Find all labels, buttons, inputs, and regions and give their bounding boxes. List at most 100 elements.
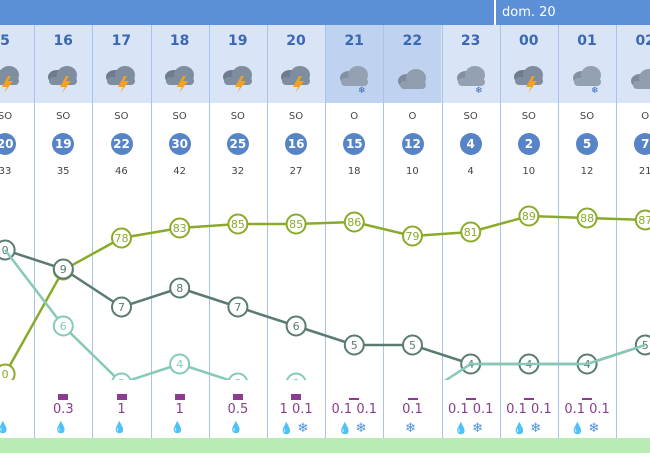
data-point[interactable] — [0, 363, 16, 381]
temperature-chart: 0627883858586798189888709787655444563433… — [0, 205, 650, 381]
rain-drops-icon: 💧 — [337, 422, 352, 435]
data-point[interactable] — [169, 353, 191, 375]
day-label: dom. 20 — [502, 5, 556, 20]
hour-column[interactable]: 19 — [209, 25, 267, 103]
rain-drops-icon: 💧 — [112, 421, 127, 434]
data-point[interactable] — [285, 213, 307, 235]
rain-drops-icon: 💧 — [279, 422, 294, 435]
data-point[interactable] — [52, 258, 74, 280]
data-point[interactable] — [343, 211, 365, 233]
data-point[interactable] — [460, 221, 482, 243]
data-point[interactable] — [227, 372, 248, 381]
data-point[interactable] — [285, 315, 307, 337]
hour-column[interactable]: 17 — [92, 25, 150, 103]
precipitation-amount: 0.1 0.1 — [447, 402, 494, 417]
hour-column[interactable]: 16 — [34, 25, 92, 103]
column-divider — [441, 25, 443, 438]
data-point[interactable] — [634, 209, 650, 231]
hour-column[interactable]: 21 ❄ — [325, 25, 384, 103]
wind-speed-badge: 25 — [226, 133, 249, 155]
hour-label: 5 — [0, 33, 10, 49]
wind-gust: 21 — [638, 166, 650, 177]
snow-cloud-icon: ❄ — [453, 63, 489, 96]
hour-column[interactable]: 01 ❄ — [558, 25, 616, 103]
data-label: 7 — [234, 301, 241, 314]
svg-text:❄: ❄ — [591, 86, 599, 93]
precipitation-bar — [291, 394, 302, 400]
data-point[interactable] — [402, 225, 423, 247]
data-label: 79 — [406, 230, 420, 243]
data-point[interactable] — [343, 334, 365, 356]
wind-direction: SO — [114, 111, 129, 122]
hour-column[interactable]: 00 — [500, 25, 558, 103]
hour-label: 18 — [169, 33, 190, 49]
wind-speed-badge: 16 — [285, 133, 308, 155]
wind-gust: 4 — [467, 166, 474, 177]
data-point[interactable] — [402, 334, 423, 356]
column-divider — [92, 25, 94, 438]
storm-cloud-icon — [278, 63, 314, 93]
column-divider — [558, 25, 559, 438]
data-point[interactable] — [111, 227, 132, 249]
data-label: 5 — [351, 339, 358, 352]
hour-label: 21 — [344, 33, 364, 49]
hours-row: 5 16 17 18 19 20 21 ❄ 22 23 ❄ 00 01 ❄ 02 — [0, 25, 650, 103]
snowflake-icon: ❄ — [355, 421, 367, 436]
wind-direction: SO — [230, 111, 245, 122]
storm-cloud-icon — [45, 63, 81, 93]
data-point[interactable] — [227, 296, 249, 318]
data-point[interactable] — [111, 372, 132, 381]
data-point[interactable] — [0, 239, 16, 261]
hour-column[interactable]: 22 — [383, 25, 442, 103]
precipitation-amount: 0.5 — [227, 402, 249, 417]
precipitation-amount: 0.1 — [402, 402, 423, 417]
cloud-icon — [627, 63, 650, 93]
hour-column[interactable]: 5 — [0, 25, 34, 103]
wind-speed-badge: 30 — [168, 133, 191, 155]
precipitation-amount: 0.1 0.1 — [331, 402, 378, 417]
precipitation-amount: 1 — [117, 402, 126, 417]
precipitation-bar — [174, 394, 185, 400]
data-label: 3 — [234, 377, 241, 380]
data-point[interactable] — [286, 372, 307, 381]
data-point[interactable] — [518, 205, 540, 227]
rain-drops-icon: 💧 — [0, 421, 10, 434]
precipitation-bar — [523, 398, 534, 400]
data-label: 85 — [289, 218, 303, 231]
wind-speed-badge: 22 — [110, 133, 133, 155]
data-point[interactable] — [169, 277, 191, 299]
wind-direction: SO — [0, 111, 13, 122]
rain-drops-icon: 💧 — [170, 421, 185, 434]
hour-label: 17 — [111, 33, 132, 49]
precipitation-bar — [349, 398, 360, 400]
hour-column[interactable]: 23 ❄ — [442, 25, 500, 103]
data-label: 78 — [115, 232, 129, 245]
wind-direction: SO — [521, 111, 536, 122]
series-line — [4, 248, 646, 366]
wind-speed-badge: 20 — [0, 133, 17, 155]
wind-speed-badge: 12 — [401, 133, 424, 155]
data-point[interactable] — [52, 315, 74, 337]
column-divider — [499, 25, 501, 438]
hour-label: 00 — [519, 33, 539, 49]
bottom-bar — [0, 438, 650, 453]
data-label: 0 — [2, 368, 9, 380]
wind-direction: SO — [288, 111, 304, 122]
wind-speed-badge: 15 — [343, 133, 366, 155]
wind-gust: 18 — [347, 166, 361, 177]
data-point[interactable] — [227, 213, 249, 235]
storm-cloud-icon — [511, 63, 547, 93]
data-point[interactable] — [111, 296, 132, 318]
hour-column[interactable]: 18 — [151, 25, 209, 103]
wind-gust: 33 — [0, 166, 12, 177]
hour-label: 23 — [460, 33, 481, 49]
hour-column[interactable]: 20 — [267, 25, 325, 103]
snow-cloud-icon: ❄ — [336, 63, 372, 96]
hour-label: 22 — [402, 33, 423, 49]
data-point[interactable] — [169, 217, 191, 239]
storm-cloud-icon — [0, 63, 23, 93]
rain-drops-icon: 💧 — [570, 422, 585, 435]
data-point[interactable] — [576, 207, 598, 229]
snowflake-icon: ❄ — [297, 421, 309, 436]
hour-column[interactable]: 02 — [616, 25, 650, 103]
